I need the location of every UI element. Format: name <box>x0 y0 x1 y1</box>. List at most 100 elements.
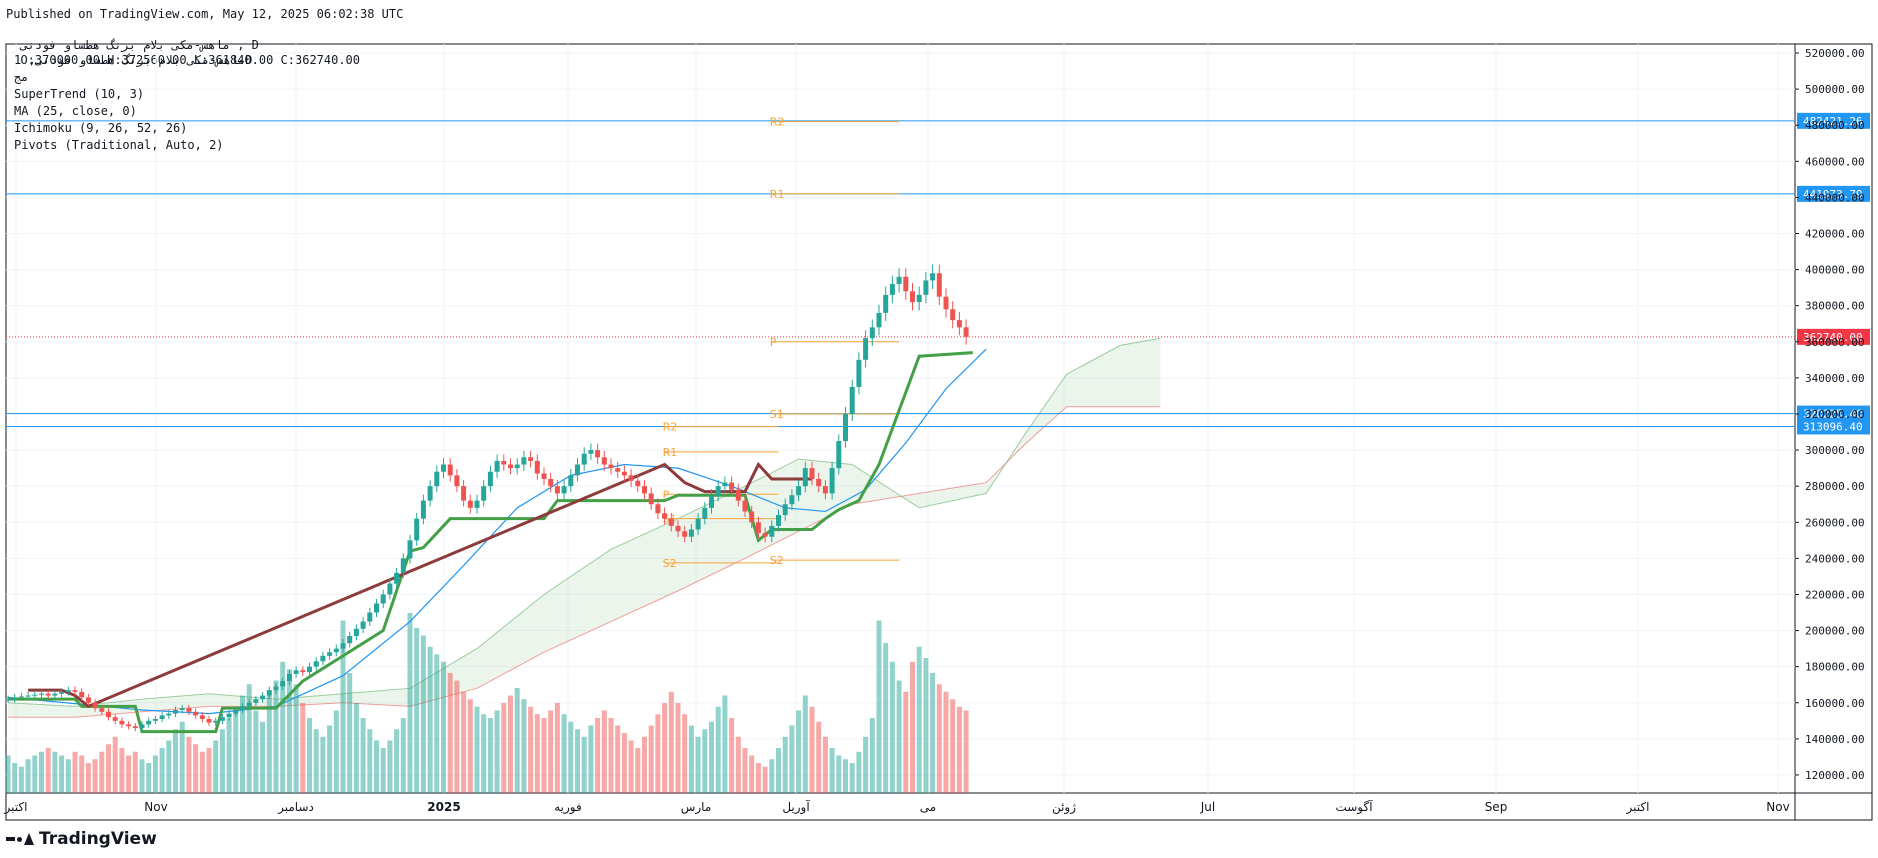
candle-body <box>588 450 594 454</box>
pivot-label-p: P <box>770 336 777 349</box>
ohlc-values: O:370000.00 H:372560.00 L:361840.00 C:36… <box>20 53 361 67</box>
legend-indicator-pivots[interactable]: Pivots (Traditional, Auto, 2) <box>14 138 224 152</box>
candle-body <box>575 464 580 476</box>
volume-bar <box>662 703 668 793</box>
candle-body <box>280 681 286 687</box>
candle-body <box>621 471 627 476</box>
candle-body <box>561 486 567 494</box>
legend-indicator-ichimoku[interactable]: Ichimoku (9, 26, 52, 26) <box>14 121 188 135</box>
candle-body <box>501 460 507 465</box>
ichimoku-cloud <box>7 337 1161 718</box>
volume-bar <box>655 714 661 793</box>
last-price-label: 362740.00 <box>1803 331 1863 344</box>
candle-body <box>769 525 775 537</box>
volume-bar <box>59 755 65 793</box>
candle-body <box>709 495 714 508</box>
volume-bar <box>32 755 38 793</box>
volume-bar <box>447 673 453 793</box>
candle-body <box>454 475 460 487</box>
candle-body <box>367 612 373 622</box>
volume-bar <box>193 744 199 793</box>
candle-body <box>601 457 607 465</box>
candle-body <box>896 276 902 285</box>
volume-bar <box>762 766 768 793</box>
legend-indicator-supertrend[interactable]: SuperTrend (10, 3) <box>14 87 145 101</box>
pivot-label-s2: S2 <box>663 557 677 570</box>
volume-bar <box>380 748 386 793</box>
candle-body <box>628 475 634 481</box>
pivot-label-p: P <box>663 488 670 501</box>
price-tick-label: 220000.00 <box>1805 588 1865 601</box>
legend-indicator-ma[interactable]: MA (25, close, 0) <box>14 104 137 118</box>
price-tick-label: 320000.00 <box>1805 408 1865 421</box>
candle-body <box>474 500 480 508</box>
volume-bar <box>856 751 862 793</box>
candle-body <box>749 511 755 523</box>
candle-body <box>876 312 882 328</box>
volume-bar <box>615 725 621 793</box>
volume-bar <box>568 721 574 793</box>
volume-bar <box>414 628 420 793</box>
volume-bar <box>581 736 587 793</box>
volume-bar <box>199 751 205 793</box>
pivot-levels: R2R1PS1S2R2R1PS1S2 <box>663 116 900 570</box>
volume-bar <box>528 706 534 793</box>
candle-body <box>554 486 560 494</box>
volume-bar <box>889 661 895 793</box>
price-tick-label: 360000.00 <box>1805 336 1865 349</box>
volume-bar <box>936 684 942 793</box>
volume-bar <box>956 706 962 793</box>
time-tick-label: اکتبر <box>4 800 28 815</box>
candle-body <box>240 706 245 710</box>
price-tick-label: 340000.00 <box>1805 372 1865 385</box>
candle-body <box>729 482 735 490</box>
volume-bar <box>119 748 125 793</box>
price-tick-label: 500000.00 <box>1805 83 1865 96</box>
candle-body <box>246 702 252 707</box>
volume-bar <box>588 725 594 793</box>
candle-body <box>65 690 71 692</box>
candle-body <box>943 296 949 310</box>
candle-body <box>206 719 212 723</box>
volume-bar <box>99 751 105 793</box>
tradingview-logo-icon <box>6 833 34 845</box>
volume-bar <box>320 736 326 793</box>
candle-body <box>106 711 111 718</box>
volume-bar <box>152 755 158 793</box>
candle-body <box>923 280 929 295</box>
volume-bar <box>213 740 219 793</box>
candle-body <box>796 486 802 496</box>
candle-body <box>300 670 306 673</box>
volume-bar <box>910 661 915 793</box>
price-tick-label: 520000.00 <box>1805 47 1865 60</box>
symbol-ohlc-line: ﻣﺎﻫﺲ-ﻣﮑﯽ ﺑﻼﻡ ﺑﺮﻧﮓ ﻫﻄﺴﺎﻭ ﻓﻮﺩﻧﯽ , D O:3700… <box>6 23 360 68</box>
candle-body <box>755 522 761 534</box>
volume-bar <box>400 718 406 793</box>
candle-body <box>642 486 647 494</box>
candle-body <box>152 719 158 721</box>
candle-body <box>742 500 748 512</box>
candle-body <box>702 507 708 519</box>
time-tick-label: Nov <box>1766 800 1789 814</box>
price-label-box <box>1797 112 1870 129</box>
volume-bar <box>843 759 848 793</box>
candle-body <box>695 518 701 530</box>
time-tick-label: آگوست <box>1335 799 1373 815</box>
candle-body <box>675 525 681 532</box>
supertrend-down-line <box>28 461 812 709</box>
volume-bar <box>139 759 145 793</box>
candle-body <box>293 670 299 674</box>
tradingview-brand[interactable]: TradingView <box>6 829 157 849</box>
volume-bar <box>621 733 627 793</box>
volume-bar <box>836 755 842 793</box>
volume-bar <box>729 718 735 793</box>
candle-body <box>253 699 259 703</box>
price-tick-label: 120000.00 <box>1805 769 1865 782</box>
candle-body <box>608 464 614 469</box>
candle-body <box>735 489 741 501</box>
volume-bar <box>668 691 674 793</box>
price-label-box <box>1797 405 1870 422</box>
volume-bar <box>869 718 875 793</box>
price-tick-label: 140000.00 <box>1805 733 1865 746</box>
